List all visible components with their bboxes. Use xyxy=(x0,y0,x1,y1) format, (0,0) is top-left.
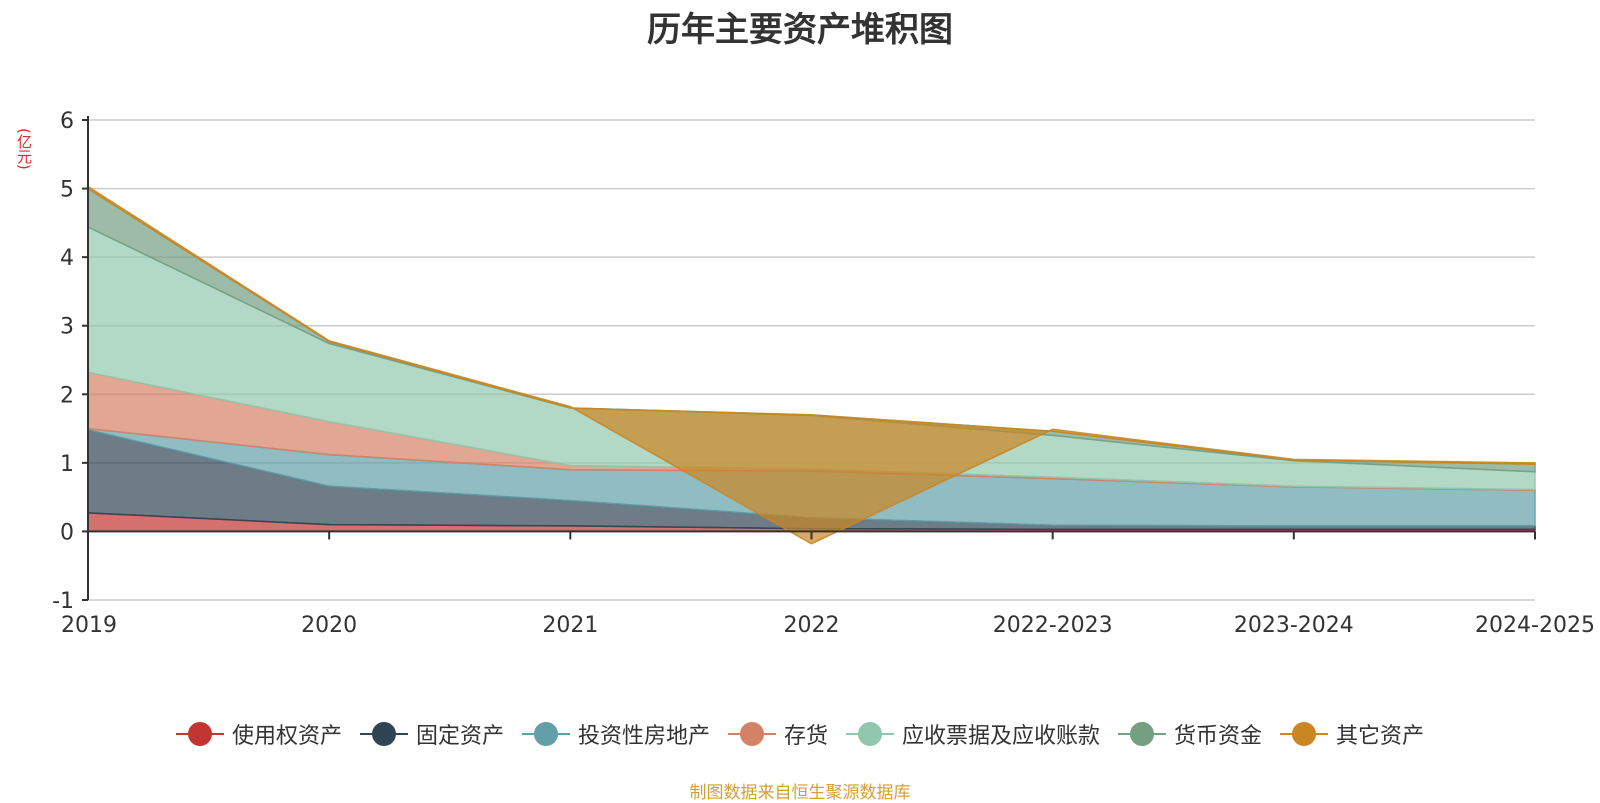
legend-item-5[interactable]: 货币资金 xyxy=(1118,718,1262,750)
tick-labels: -1 0 1 2 3 4 5 6 2019 2020 2021 2022 2022-2023 2023-2… xyxy=(52,109,1595,638)
legend-marker xyxy=(359,722,408,746)
legend-label: 固定资产 xyxy=(415,724,504,749)
legend-label: 其它资产 xyxy=(1336,724,1425,749)
x-tick-label-0: 2019 xyxy=(61,613,117,638)
y-tick-label-6: 5 xyxy=(60,178,74,203)
area-series xyxy=(87,185,1536,545)
legend-item-0[interactable]: 使用权资产 xyxy=(175,718,342,750)
legend-marker xyxy=(1118,722,1167,746)
y-axis-unit-label: (亿元) xyxy=(15,128,33,170)
legend-item-3[interactable]: 存货 xyxy=(727,718,828,750)
x-tick-label-6: 2024-2025 xyxy=(1475,613,1595,638)
x-tick-label-5: 2023-2024 xyxy=(1234,613,1354,638)
legend-item-4[interactable]: 应收票据及应收账款 xyxy=(846,718,1100,750)
y-tick-label-3: 2 xyxy=(60,383,74,408)
legend-marker xyxy=(1280,722,1329,746)
legend: 使用权资产 固定资产 投资性房地产 存货 应收票据及应收账款 货币资金 其它资产 xyxy=(0,718,1600,750)
legend-item-1[interactable]: 固定资产 xyxy=(359,718,504,750)
y-tick-label-5: 4 xyxy=(60,246,74,271)
legend-label: 投资性房地产 xyxy=(577,724,710,749)
stacked-area-chart: -1 0 1 2 3 4 5 6 2019 2020 2021 2022 2022-2023 2023-2… xyxy=(52,109,1595,638)
legend-label: 存货 xyxy=(783,724,828,749)
legend-label: 应收票据及应收账款 xyxy=(902,724,1101,749)
y-tick-label-0: -1 xyxy=(52,589,74,614)
legend-item-6[interactable]: 其它资产 xyxy=(1280,718,1424,750)
y-tick-label-4: 3 xyxy=(60,315,74,340)
axes xyxy=(82,116,1536,601)
area-series-6 xyxy=(87,185,1536,545)
chart-title: 历年主要资产堆积图 xyxy=(647,10,953,50)
y-tick-label-1: 0 xyxy=(60,520,74,545)
legend-marker xyxy=(521,722,570,746)
x-tick-label-2: 2021 xyxy=(542,613,598,638)
legend-label: 使用权资产 xyxy=(231,724,342,749)
y-tick-label-7: 6 xyxy=(60,109,74,134)
y-tick-label-2: 1 xyxy=(60,452,74,477)
x-tick-label-3: 2022 xyxy=(784,613,840,638)
legend-marker xyxy=(727,722,776,746)
legend-marker xyxy=(846,722,894,746)
x-tick-label-4: 2022-2023 xyxy=(993,613,1113,638)
legend-label: 货币资金 xyxy=(1174,724,1263,749)
source-note: 制图数据来自恒生聚源数据库 xyxy=(689,783,911,803)
legend-item-2[interactable]: 投资性房地产 xyxy=(521,718,710,750)
legend-marker xyxy=(175,722,224,746)
x-tick-label-1: 2020 xyxy=(301,613,357,638)
